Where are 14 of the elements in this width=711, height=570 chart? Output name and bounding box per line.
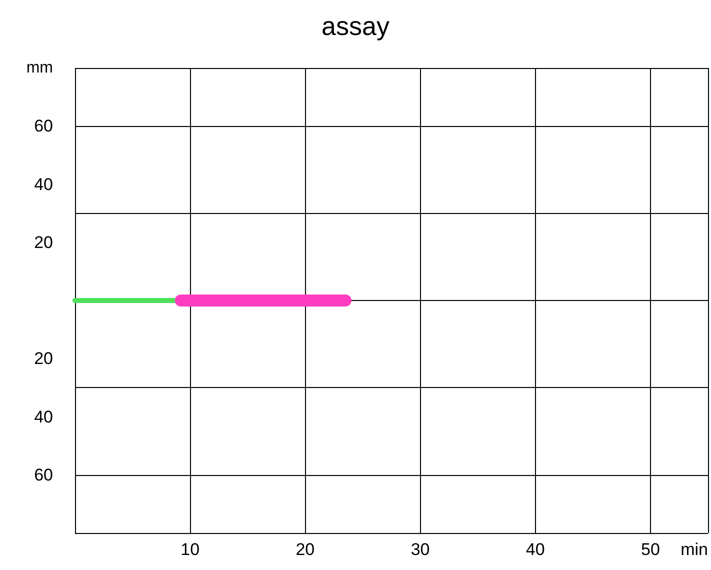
y-tick-label: 60: [34, 465, 53, 484]
y-tick-label: 20: [34, 349, 53, 368]
x-axis-title: min: [680, 540, 708, 559]
y-tick-label: 20: [34, 232, 53, 252]
y-tick-label: 40: [34, 174, 53, 194]
x-tick-label: 20: [296, 540, 315, 559]
x-tick-label: 50: [640, 540, 660, 559]
x-tick-label: 10: [180, 540, 200, 559]
y-tick-label: 60: [34, 116, 53, 136]
y-tick-label: 40: [34, 407, 53, 426]
y-axis-title: mm: [26, 60, 53, 76]
chart-title: assay: [322, 11, 390, 41]
x-tick-label: 30: [410, 540, 430, 559]
x-tick-label: 40: [526, 540, 545, 559]
